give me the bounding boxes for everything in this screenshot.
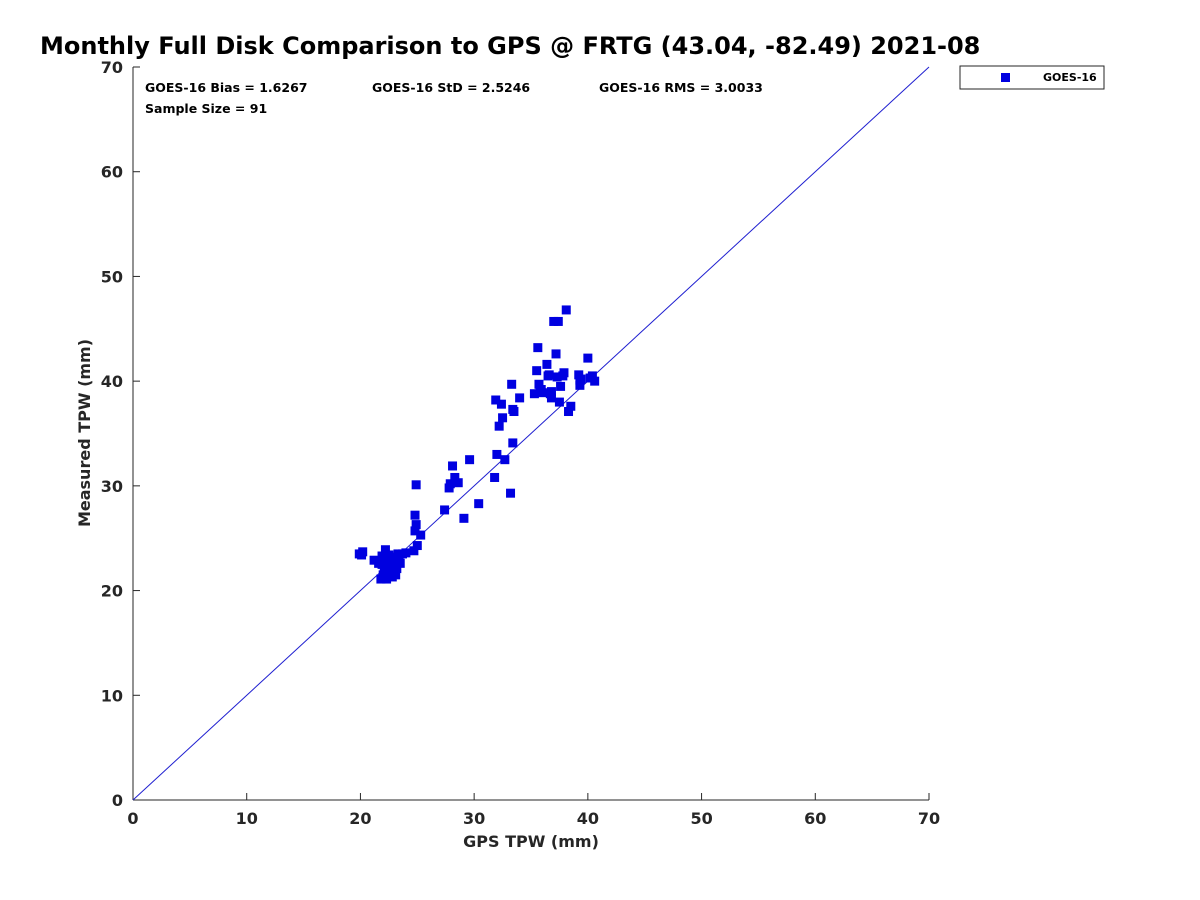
stat-std: GOES-16 StD = 2.5246 xyxy=(372,80,530,95)
data-point xyxy=(448,461,458,471)
data-point xyxy=(410,526,420,536)
legend: GOES-16 xyxy=(959,65,1105,90)
data-point xyxy=(566,401,576,411)
y-tick-label: 0 xyxy=(112,791,123,810)
data-point xyxy=(551,349,561,359)
x-tick-label: 70 xyxy=(918,809,940,828)
data-point xyxy=(546,387,556,397)
x-axis-label: GPS TPW (mm) xyxy=(463,832,599,851)
x-tick-label: 20 xyxy=(349,809,371,828)
data-point xyxy=(453,478,463,488)
data-point xyxy=(536,385,546,395)
data-point xyxy=(590,376,600,386)
data-point xyxy=(583,353,593,363)
data-point xyxy=(564,407,574,417)
data-point xyxy=(507,379,517,389)
data-point xyxy=(369,555,379,565)
data-point xyxy=(377,551,387,561)
stat-bias: GOES-16 Bias = 1.6267 xyxy=(145,80,307,95)
chart-title: Monthly Full Disk Comparison to GPS @ FR… xyxy=(40,32,980,60)
y-tick-label: 20 xyxy=(101,582,123,601)
y-tick-label: 50 xyxy=(101,267,123,286)
data-point xyxy=(394,556,404,566)
data-point xyxy=(532,366,542,376)
data-point xyxy=(494,421,504,431)
data-point xyxy=(496,399,506,409)
x-tick-label: 60 xyxy=(804,809,826,828)
data-point xyxy=(391,570,401,580)
data-point xyxy=(411,480,421,490)
axes: 0 10 20 30 40 50 60 70 0 10 20 30 40 50 60 70 xyxy=(101,58,940,828)
data-point xyxy=(561,305,571,315)
data-point xyxy=(377,559,387,569)
data-point xyxy=(534,379,544,389)
data-point xyxy=(380,545,390,555)
data-point xyxy=(509,407,519,417)
data-point xyxy=(529,389,539,399)
data-point xyxy=(445,479,455,489)
data-point xyxy=(500,455,510,465)
data-point xyxy=(357,550,367,560)
legend-box xyxy=(959,65,1105,90)
stat-sample-size: Sample Size = 91 xyxy=(145,101,267,116)
data-point xyxy=(409,546,419,556)
x-tick-label: 10 xyxy=(236,809,258,828)
y-tick-label: 40 xyxy=(101,372,123,391)
data-point xyxy=(388,565,398,575)
data-point xyxy=(411,520,421,530)
data-point xyxy=(575,380,585,390)
one-to-one-reference-line xyxy=(132,66,930,801)
x-tick-label: 30 xyxy=(463,809,485,828)
data-points xyxy=(354,305,600,584)
data-point xyxy=(492,449,502,459)
data-point xyxy=(506,488,516,498)
data-point xyxy=(558,371,568,381)
data-point xyxy=(465,455,475,465)
data-point xyxy=(474,499,484,509)
data-point xyxy=(385,554,395,564)
data-point xyxy=(546,393,556,403)
y-tick-label: 30 xyxy=(101,477,123,496)
data-point xyxy=(554,397,564,407)
x-tick-label: 0 xyxy=(127,809,138,828)
data-point xyxy=(515,393,525,403)
x-tick-label: 50 xyxy=(690,809,712,828)
data-point xyxy=(459,513,469,523)
data-point xyxy=(587,371,597,381)
data-point xyxy=(382,574,392,584)
reference-line-group xyxy=(132,66,930,801)
y-tick-label: 60 xyxy=(101,163,123,182)
data-point xyxy=(549,316,559,326)
data-point xyxy=(508,438,518,448)
y-tick-label: 70 xyxy=(101,58,123,77)
data-point xyxy=(412,541,422,551)
data-point xyxy=(410,510,420,520)
data-point xyxy=(542,359,552,369)
legend-label-goes16: GOES-16 xyxy=(1043,71,1097,84)
data-point xyxy=(553,316,563,326)
data-point xyxy=(393,549,403,559)
data-point xyxy=(384,566,394,576)
data-point xyxy=(533,343,543,353)
data-point xyxy=(401,548,411,558)
data-point xyxy=(498,413,508,423)
data-point xyxy=(552,372,562,382)
stat-rms: GOES-16 RMS = 3.0033 xyxy=(599,80,763,95)
data-point xyxy=(556,381,566,391)
data-point xyxy=(543,371,553,381)
data-point xyxy=(575,375,585,385)
legend-marker-goes16 xyxy=(1001,73,1010,82)
y-tick-label: 10 xyxy=(101,686,123,705)
data-point xyxy=(440,505,450,515)
data-point xyxy=(450,472,460,482)
x-tick-label: 40 xyxy=(577,809,599,828)
data-point xyxy=(490,472,500,482)
data-point xyxy=(416,530,426,540)
y-axis-label: Measured TPW (mm) xyxy=(75,339,94,527)
data-point xyxy=(491,395,501,405)
